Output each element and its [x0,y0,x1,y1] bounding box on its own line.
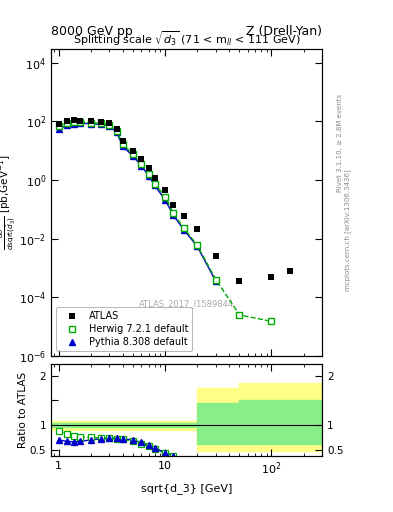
Herwig 7.2.1 default [269,318,274,325]
ATLAS [163,187,167,193]
Herwig 7.2.1 default [171,210,176,217]
Line: Herwig 7.2.1 default: Herwig 7.2.1 default [55,119,275,325]
Herwig 7.2.1 default [130,151,135,157]
Text: ATLAS_2017_I1589844: ATLAS_2017_I1589844 [139,299,234,308]
ATLAS [195,225,199,231]
ATLAS [56,121,61,127]
Pythia 8.308 default [99,121,103,127]
ATLAS [152,175,157,181]
Herwig 7.2.1 default [65,120,70,126]
Line: Pythia 8.308 default: Pythia 8.308 default [55,120,219,284]
ATLAS [171,202,176,208]
Pythia 8.308 default [114,129,119,135]
Text: Rivet 3.1.10, ≥ 2.8M events: Rivet 3.1.10, ≥ 2.8M events [337,94,343,193]
ATLAS [65,118,70,124]
Herwig 7.2.1 default [195,242,199,248]
Pythia 8.308 default [78,120,83,126]
Herwig 7.2.1 default [99,120,103,126]
Herwig 7.2.1 default [72,119,77,125]
ATLAS [88,118,93,124]
Text: mcplots.cern.ch [arXiv:1306.3436]: mcplots.cern.ch [arXiv:1306.3436] [344,169,351,291]
Legend: ATLAS, Herwig 7.2.1 default, Pythia 8.308 default: ATLAS, Herwig 7.2.1 default, Pythia 8.30… [56,307,193,351]
Pythia 8.308 default [88,120,93,126]
Title: Splitting scale $\sqrt{d_3}$ (71 < m$_{ll}$ < 111 GeV): Splitting scale $\sqrt{d_3}$ (71 < m$_{l… [73,30,301,49]
ATLAS [213,253,218,259]
Pythia 8.308 default [146,173,151,179]
Pythia 8.308 default [182,227,186,233]
ATLAS [120,138,125,144]
Pythia 8.308 default [72,121,77,127]
Herwig 7.2.1 default [146,170,151,177]
Herwig 7.2.1 default [237,312,242,318]
Pythia 8.308 default [152,182,157,188]
Pythia 8.308 default [171,212,176,219]
Herwig 7.2.1 default [107,122,112,128]
Herwig 7.2.1 default [78,119,83,125]
ATLAS [182,212,186,219]
ATLAS [107,120,112,126]
Pythia 8.308 default [213,278,218,284]
Line: ATLAS: ATLAS [55,117,293,284]
ATLAS [130,147,135,154]
ATLAS [288,268,292,274]
ATLAS [139,156,144,162]
Y-axis label: Ratio to ATLAS: Ratio to ATLAS [18,372,28,447]
Herwig 7.2.1 default [213,276,218,283]
Pythia 8.308 default [139,163,144,169]
ATLAS [146,165,151,172]
Text: Z (Drell-Yan): Z (Drell-Yan) [246,25,322,38]
Pythia 8.308 default [163,197,167,203]
Pythia 8.308 default [56,126,61,132]
ATLAS [78,118,83,124]
X-axis label: sqrt{d_3} [GeV]: sqrt{d_3} [GeV] [141,483,232,494]
Herwig 7.2.1 default [163,194,167,200]
Herwig 7.2.1 default [88,119,93,125]
Pythia 8.308 default [120,143,125,150]
Pythia 8.308 default [195,243,199,249]
Pythia 8.308 default [107,123,112,129]
Text: 8000 GeV pp: 8000 GeV pp [51,25,133,38]
ATLAS [72,117,77,123]
Herwig 7.2.1 default [182,225,186,231]
Y-axis label: $\frac{d\sigma}{d\mathrm{sqrt}(\bar{d}_3)}$ [pb,GeV$^{-1}$]: $\frac{d\sigma}{d\mathrm{sqrt}(\bar{d}_3… [0,155,18,250]
Herwig 7.2.1 default [114,128,119,134]
ATLAS [99,119,103,125]
ATLAS [237,278,242,284]
ATLAS [114,126,119,132]
Herwig 7.2.1 default [152,181,157,187]
Herwig 7.2.1 default [139,161,144,167]
Pythia 8.308 default [130,153,135,159]
Herwig 7.2.1 default [56,123,61,129]
Herwig 7.2.1 default [120,141,125,147]
Pythia 8.308 default [65,122,70,129]
ATLAS [269,273,274,280]
